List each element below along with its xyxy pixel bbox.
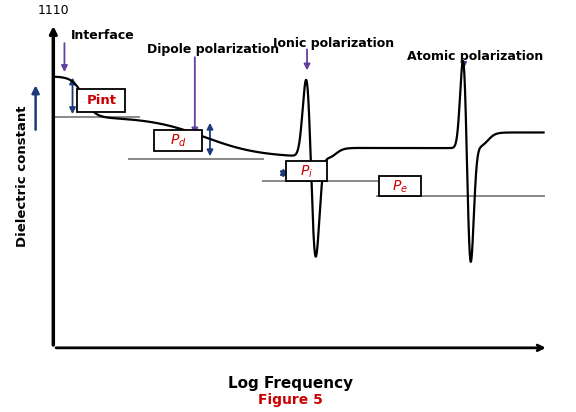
- FancyBboxPatch shape: [154, 130, 202, 151]
- Text: Dielectric constant: Dielectric constant: [17, 105, 29, 247]
- Text: Figure 5: Figure 5: [259, 393, 323, 407]
- Text: Log Frequency: Log Frequency: [228, 376, 354, 391]
- Text: Ionic polarization: Ionic polarization: [273, 37, 395, 50]
- Text: $P_e$: $P_e$: [392, 178, 408, 195]
- Text: Interface: Interface: [71, 29, 135, 42]
- FancyBboxPatch shape: [286, 161, 327, 181]
- FancyBboxPatch shape: [77, 89, 125, 112]
- Text: Dipole polarization: Dipole polarization: [147, 43, 279, 56]
- Text: $P_i$: $P_i$: [300, 163, 313, 180]
- Text: Pint: Pint: [86, 94, 116, 107]
- Text: 1110: 1110: [38, 4, 70, 17]
- FancyBboxPatch shape: [380, 176, 420, 197]
- Text: $P_d$: $P_d$: [170, 132, 187, 149]
- Text: Atomic polarization: Atomic polarization: [407, 49, 543, 63]
